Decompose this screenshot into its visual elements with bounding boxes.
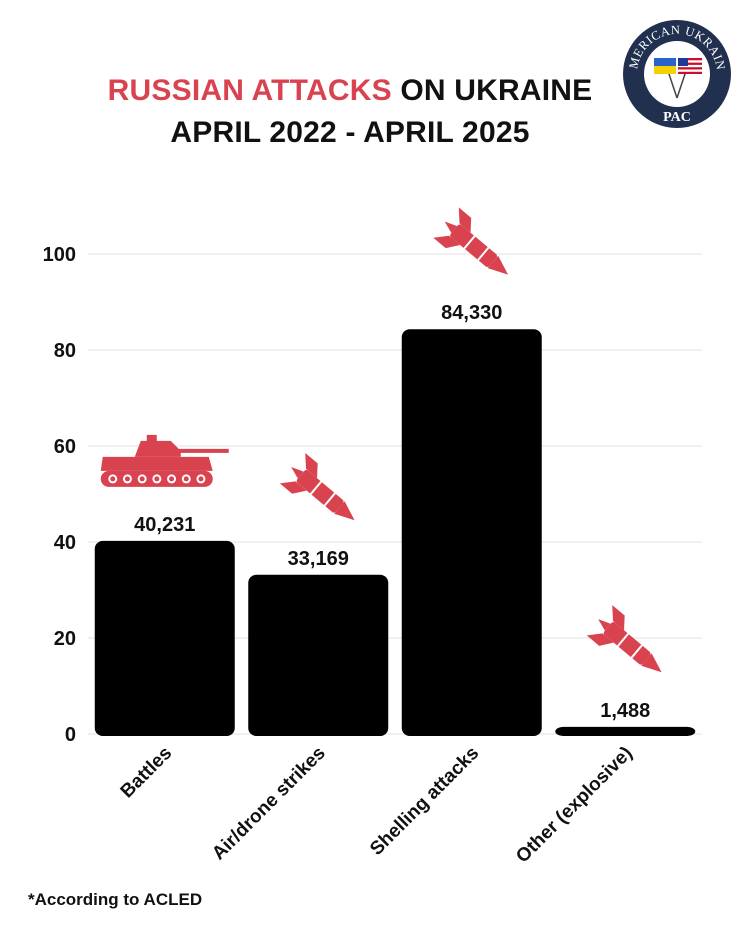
y-axis-ticks: 0 20 40 60 80 100 [43, 244, 76, 746]
data-label: 40,231 [134, 514, 195, 536]
y-tick-label: 40 [54, 532, 76, 554]
x-tick-label: Air/drone strikes [208, 743, 330, 865]
american-ukraine-pac-logo: AMERICAN UKRAINE PAC [621, 18, 731, 128]
x-axis-labels: Battles Air/drone strikes Shelling attacks… [117, 743, 637, 868]
y-tick-label: 0 [65, 724, 76, 746]
x-tick-label: Shelling attacks [366, 743, 483, 860]
y-tick-label: 100 [43, 244, 76, 266]
data-label: 1,488 [600, 700, 650, 722]
tank-icon [100, 434, 229, 487]
footnote: *According to ACLED [28, 890, 203, 909]
bar-0 [94, 540, 235, 736]
data-labels: 40,231 33,169 84,330 1,488 [134, 302, 650, 722]
bars [94, 329, 696, 736]
missile-icon [586, 605, 662, 673]
missile-icon [279, 453, 355, 521]
data-label: 84,330 [441, 302, 502, 324]
bar-1 [248, 574, 389, 736]
y-tick-label: 20 [54, 628, 76, 650]
chart-title-line1: RUSSIAN ATTACKS ON UKRAINE [0, 74, 700, 108]
x-tick-label: Battles [117, 743, 177, 803]
flags-icon [654, 58, 702, 99]
bar-2 [401, 329, 542, 736]
bar-3 [555, 726, 696, 736]
x-tick-label: Other (explosive) [512, 743, 637, 868]
data-label: 33,169 [288, 548, 349, 570]
logo-text-bottom: PAC [663, 110, 691, 125]
title-accent: RUSSIAN ATTACKS [107, 74, 392, 107]
y-tick-label: 60 [54, 436, 76, 458]
bar-icons [100, 207, 662, 673]
missile-icon [433, 207, 509, 275]
title-rest: ON UKRAINE [391, 74, 593, 107]
y-tick-label: 80 [54, 340, 76, 362]
chart-title-line2: APRIL 2022 - APRIL 2025 [170, 116, 530, 149]
